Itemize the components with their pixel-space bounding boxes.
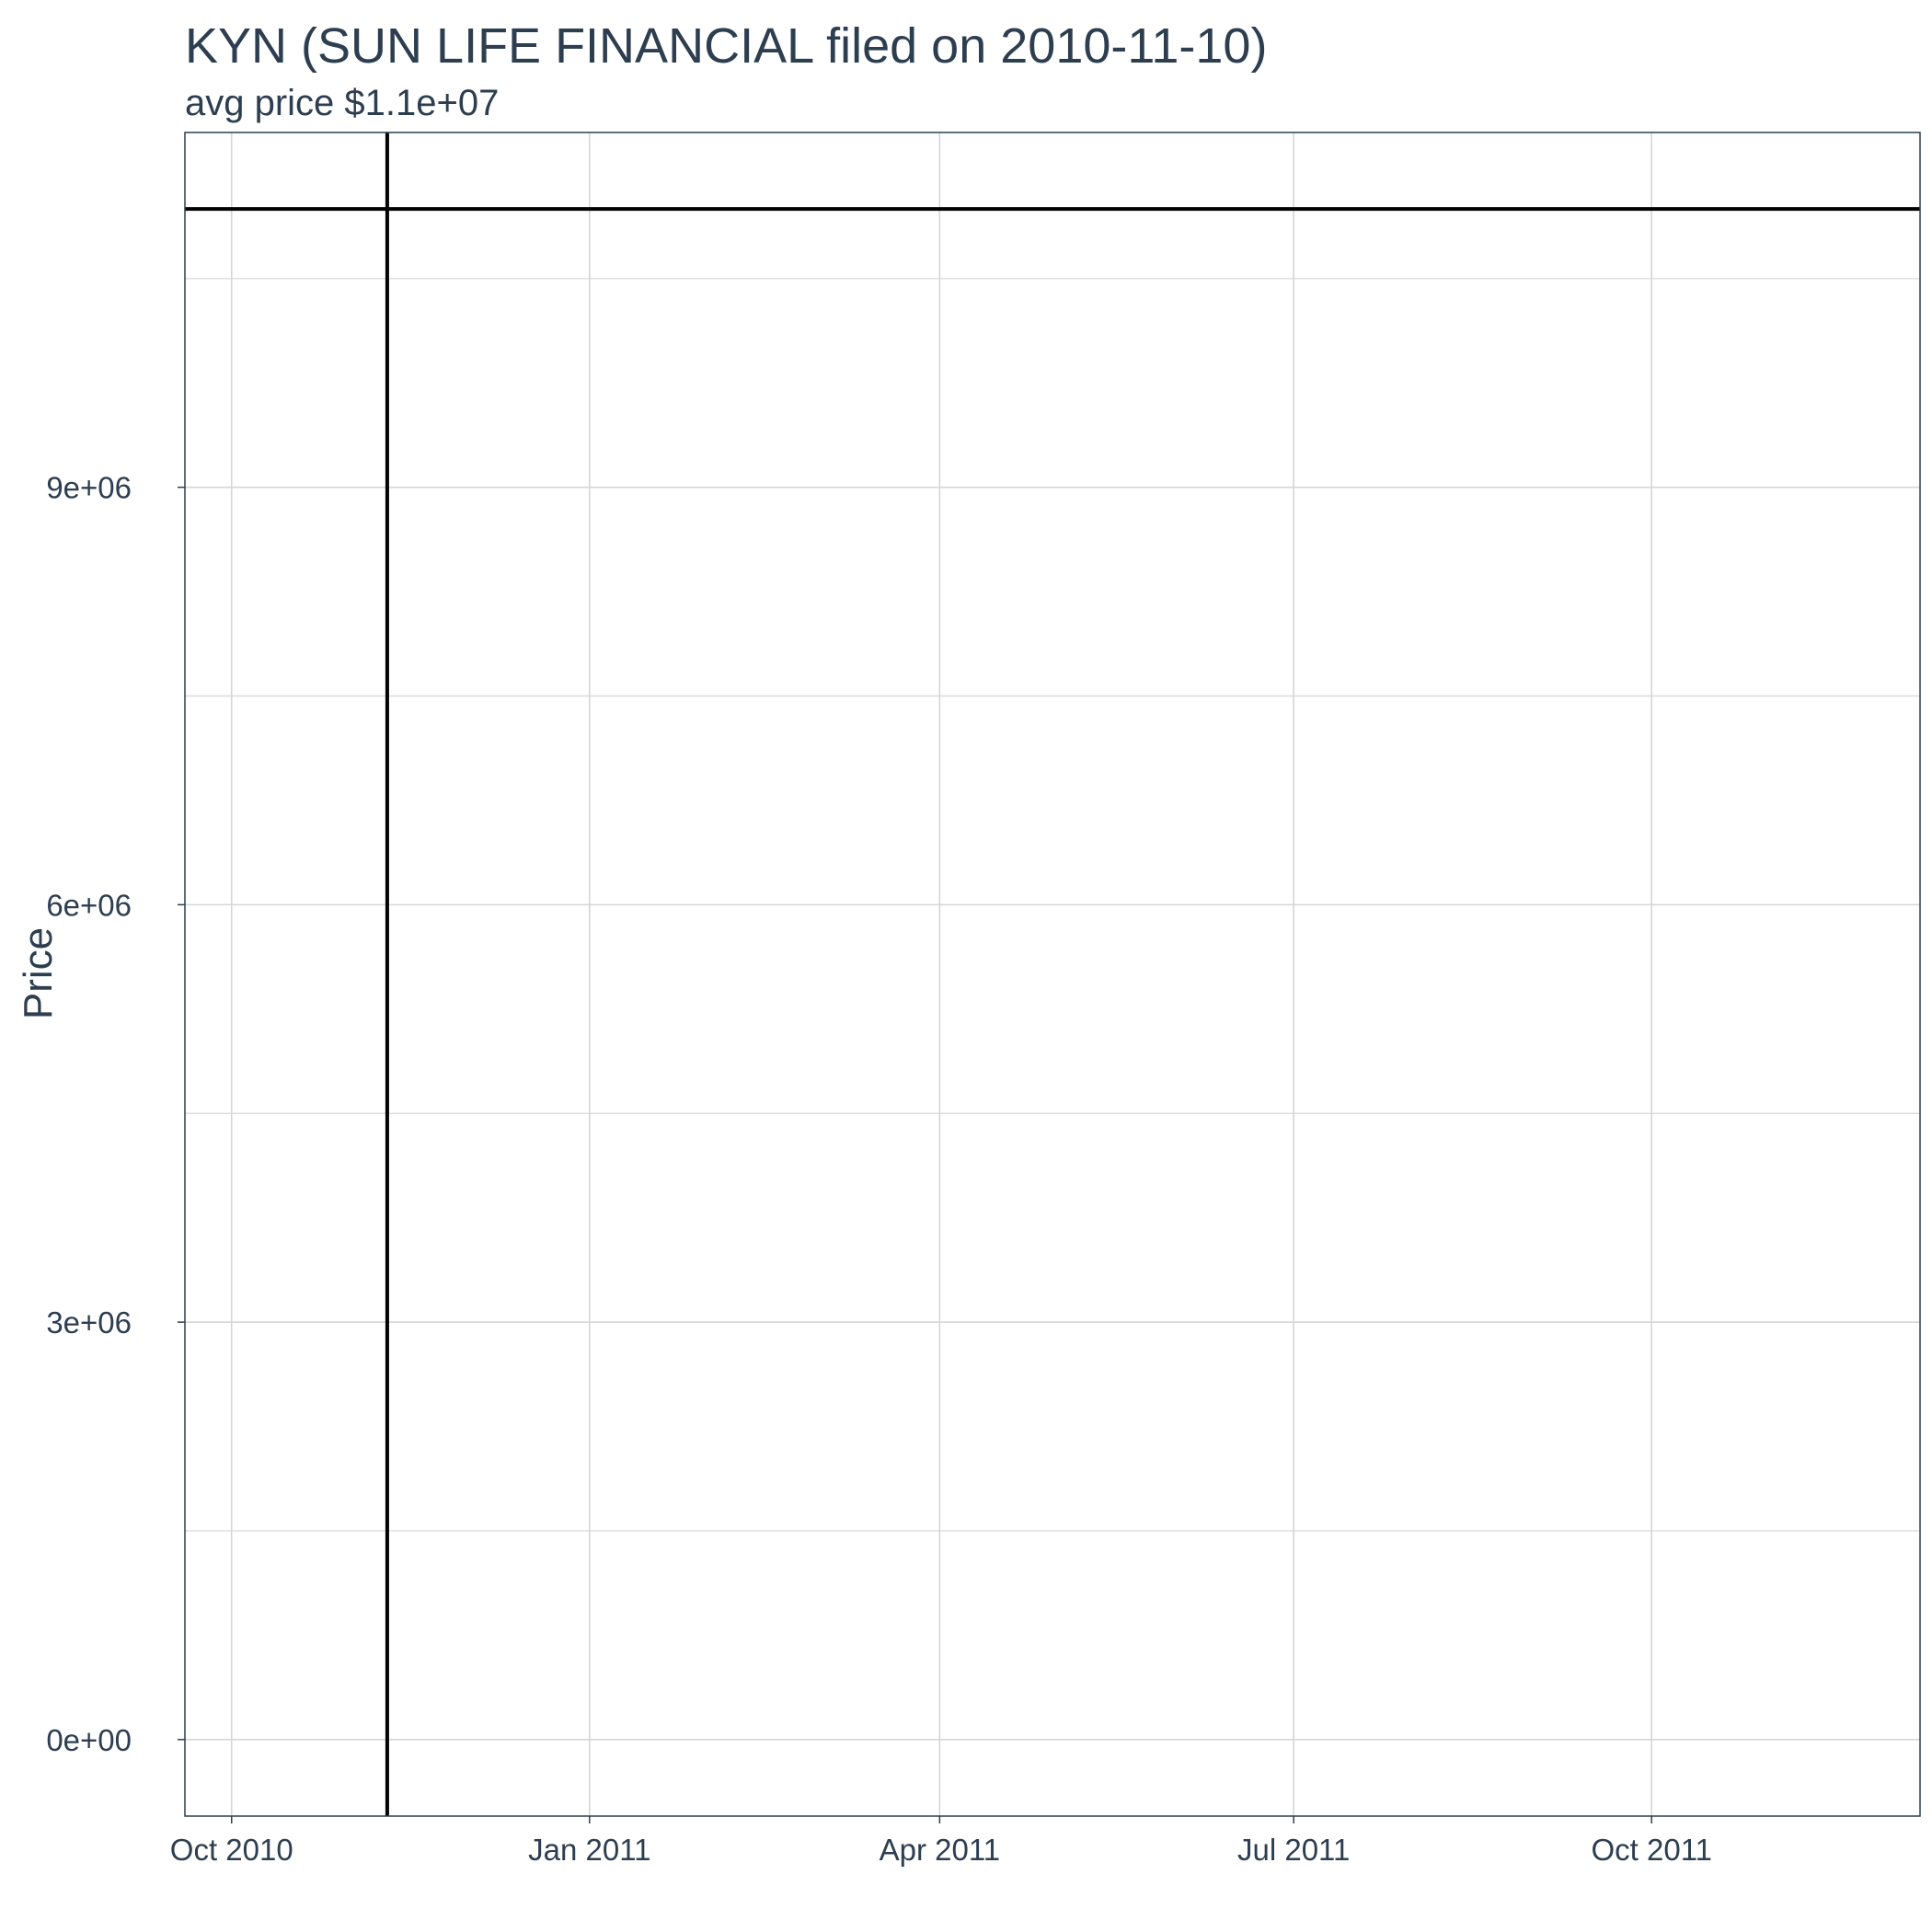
y-tick-label: 0e+00	[46, 1723, 132, 1757]
y-axis-tick-labels: 0e+00 3e+06 6e+06 9e+06	[46, 471, 185, 1757]
y-tick-label: 3e+06	[46, 1305, 132, 1340]
major-gridlines	[185, 132, 1920, 1816]
y-axis-title: Price	[16, 927, 61, 1019]
y-tick-label: 6e+06	[46, 888, 132, 922]
minor-gridlines	[185, 278, 1920, 1532]
x-tick-label: Jul 2011	[1237, 1833, 1350, 1867]
chart-title: KYN (SUN LIFE FINANCIAL filed on 2010-11…	[185, 18, 1267, 74]
x-tick-label: Jan 2011	[528, 1833, 650, 1867]
reference-lines	[185, 132, 1920, 1816]
x-tick-label: Oct 2010	[170, 1833, 293, 1867]
y-tick-label: 9e+06	[46, 471, 132, 505]
x-tick-label: Apr 2011	[880, 1833, 1000, 1867]
chart-subtitle: avg price $1.1e+07	[185, 83, 499, 123]
x-tick-label: Oct 2011	[1591, 1833, 1711, 1867]
x-axis-tick-labels: Oct 2010 Jan 2011 Apr 2011 Jul 2011 Oct 2011	[170, 1816, 1712, 1867]
panel-border	[184, 132, 1921, 1817]
